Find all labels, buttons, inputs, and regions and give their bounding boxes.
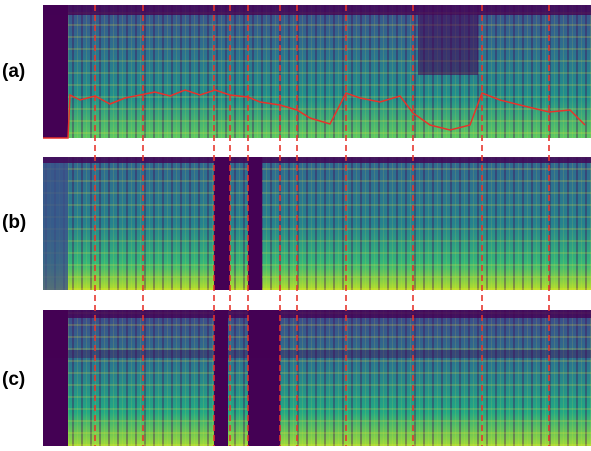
cut-lines xyxy=(94,5,550,446)
spectrogram-b xyxy=(43,157,591,290)
spectrogram-a xyxy=(43,5,591,139)
spectrogram-c xyxy=(43,310,591,446)
panel-label: (c) xyxy=(2,369,25,390)
panel-label: (b) xyxy=(2,212,26,233)
panel-label: (a) xyxy=(2,61,25,82)
